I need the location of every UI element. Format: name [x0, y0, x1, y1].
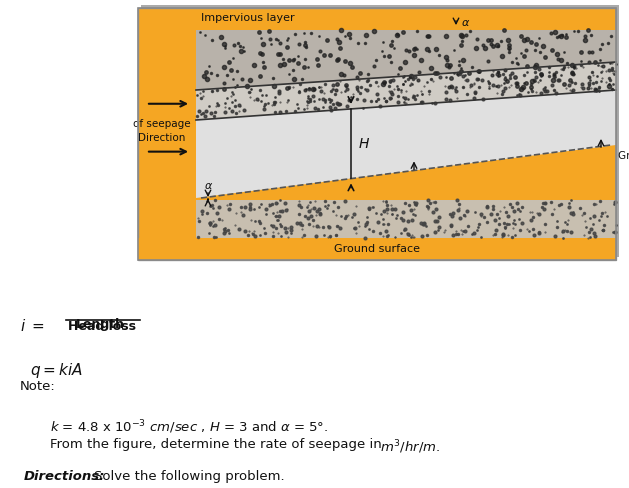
Text: Length: Length: [76, 318, 125, 331]
Text: Impervious layer: Impervious layer: [201, 13, 294, 23]
Text: Directions:: Directions:: [24, 470, 106, 483]
Text: From the figure, determine the rate of seepage in: From the figure, determine the rate of s…: [50, 438, 386, 451]
Text: $\alpha$: $\alpha$: [461, 18, 470, 28]
Text: Direction: Direction: [138, 133, 186, 142]
Text: H: H: [359, 137, 369, 151]
Bar: [138, 8, 616, 260]
Text: $\alpha$: $\alpha$: [204, 181, 213, 191]
Polygon shape: [196, 30, 616, 90]
Text: Solve the following problem.: Solve the following problem.: [94, 470, 285, 483]
Bar: [196, 200, 616, 238]
Text: $i\;=$: $i\;=$: [20, 318, 45, 334]
Bar: [138, 238, 616, 260]
Text: of seepage: of seepage: [133, 119, 191, 129]
Bar: [138, 8, 616, 260]
Text: $\mathit{m}^3\mathit{/hr/m}$.: $\mathit{m}^3\mathit{/hr/m}$.: [380, 438, 440, 456]
Bar: [141, 5, 619, 257]
Text: Groundwater table (free surface): Groundwater table (free surface): [618, 150, 629, 160]
Text: $q = kiA$: $q = kiA$: [30, 361, 83, 380]
Polygon shape: [196, 90, 616, 198]
Text: Ground surface: Ground surface: [334, 244, 420, 254]
Text: $k$ = 4.8 x 10$^{-3}$ $cm/sec$ , $H$ = 3 and $\alpha$ = 5°.: $k$ = 4.8 x 10$^{-3}$ $cm/sec$ , $H$ = 3…: [50, 418, 328, 436]
Text: Note:: Note:: [20, 380, 56, 393]
Polygon shape: [196, 62, 616, 120]
Text: Head loss: Head loss: [68, 320, 136, 333]
